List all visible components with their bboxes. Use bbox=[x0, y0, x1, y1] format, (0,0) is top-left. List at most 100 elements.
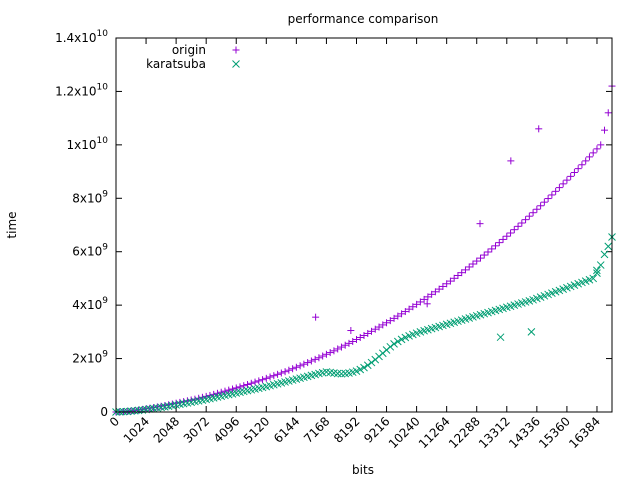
origin-point bbox=[559, 180, 567, 188]
origin-point bbox=[274, 370, 282, 378]
origin-point bbox=[537, 202, 545, 210]
x-tick-label: 6144 bbox=[271, 414, 302, 445]
origin-point bbox=[585, 153, 593, 161]
origin-point bbox=[465, 263, 473, 271]
origin-point bbox=[409, 303, 417, 311]
y-tick-mantissa: 1.4x10 bbox=[55, 31, 96, 45]
y-tick-label: 2x109 bbox=[72, 350, 108, 366]
karatsuba-point bbox=[386, 342, 395, 351]
origin-point bbox=[401, 308, 409, 316]
y-axis-ticks: 02x1094x1096x1098x1091x10101.2x10101.4x1… bbox=[55, 29, 612, 419]
origin-point bbox=[311, 355, 319, 363]
origin-point bbox=[424, 293, 432, 301]
origin-point bbox=[469, 260, 477, 268]
origin-point bbox=[488, 245, 496, 253]
x-tick-label: 3072 bbox=[181, 414, 212, 445]
origin-point bbox=[454, 271, 462, 279]
origin-point bbox=[244, 380, 252, 388]
origin-point bbox=[439, 282, 447, 290]
origin-point bbox=[304, 359, 312, 367]
origin-point bbox=[535, 125, 543, 133]
origin-point bbox=[292, 363, 300, 371]
y-tick-label: 0 bbox=[100, 405, 108, 419]
origin-point bbox=[285, 366, 293, 374]
origin-point bbox=[221, 387, 229, 395]
karatsuba-point bbox=[390, 340, 398, 348]
x-axis-ticks: 0102420483072409651206144716881929216102… bbox=[107, 38, 603, 451]
karatsuba-point bbox=[592, 266, 601, 275]
y-tick-exponent: 9 bbox=[102, 189, 108, 199]
x-tick-label: 14336 bbox=[506, 414, 543, 451]
origin-point bbox=[589, 149, 597, 157]
origin-point bbox=[499, 235, 507, 243]
origin-point bbox=[567, 172, 575, 180]
x-tick-label: 11264 bbox=[416, 414, 453, 451]
origin-point bbox=[312, 313, 320, 321]
origin-point bbox=[347, 327, 355, 335]
origin-point bbox=[510, 226, 518, 234]
karatsuba-point bbox=[356, 365, 365, 374]
origin-point bbox=[582, 157, 590, 165]
origin-point bbox=[352, 335, 360, 343]
origin-point bbox=[548, 191, 556, 199]
origin-point bbox=[322, 350, 330, 358]
legend-label: origin bbox=[172, 43, 206, 57]
origin-point bbox=[337, 343, 345, 351]
origin-point bbox=[255, 377, 263, 385]
origin-point bbox=[518, 219, 526, 227]
origin-point bbox=[522, 216, 530, 224]
origin-point bbox=[514, 222, 522, 230]
origin-point bbox=[597, 141, 605, 149]
origin-point bbox=[345, 339, 353, 347]
y-tick-label: 8x109 bbox=[72, 189, 108, 205]
y-tick-exponent: 9 bbox=[102, 350, 108, 360]
plot-frame bbox=[115, 37, 613, 413]
origin-point bbox=[604, 109, 612, 117]
origin-point bbox=[473, 257, 481, 265]
x-tick-label: 7168 bbox=[301, 414, 332, 445]
origin-point bbox=[334, 345, 342, 353]
origin-point bbox=[341, 341, 349, 349]
y-tick-exponent: 10 bbox=[97, 82, 109, 92]
karatsuba-point bbox=[363, 361, 372, 370]
y-tick-label: 4x109 bbox=[72, 296, 108, 312]
origin-point bbox=[394, 312, 402, 320]
karatsuba-point bbox=[393, 337, 402, 346]
origin-point bbox=[368, 327, 376, 335]
x-tick-label: 2048 bbox=[151, 414, 182, 445]
origin-point bbox=[405, 305, 413, 313]
origin-point bbox=[492, 242, 500, 250]
origin-point bbox=[236, 383, 244, 391]
karatsuba-point bbox=[589, 274, 598, 283]
origin-point bbox=[484, 248, 492, 256]
origin-point bbox=[259, 376, 267, 384]
y-tick-exponent: 10 bbox=[97, 136, 109, 146]
origin-point bbox=[228, 385, 236, 393]
y-tick-mantissa: 1x10 bbox=[67, 138, 97, 152]
origin-point bbox=[206, 391, 214, 399]
origin-point bbox=[251, 378, 259, 386]
origin-point bbox=[431, 288, 439, 296]
origin-point bbox=[360, 331, 368, 339]
origin-point bbox=[307, 357, 315, 365]
origin-point bbox=[210, 390, 218, 398]
x-tick-label: 15360 bbox=[536, 414, 573, 451]
origin-point bbox=[371, 325, 379, 333]
origin-point bbox=[593, 145, 601, 153]
karatsuba-point bbox=[596, 261, 605, 269]
origin-point bbox=[461, 266, 469, 274]
origin-point bbox=[480, 251, 488, 259]
origin-point bbox=[330, 347, 338, 355]
y-tick-label: 6x109 bbox=[72, 243, 108, 259]
origin-point bbox=[423, 300, 431, 308]
x-tick-label: 4096 bbox=[211, 414, 242, 445]
origin-point bbox=[349, 337, 357, 345]
y-tick-label: 1.2x1010 bbox=[55, 82, 108, 98]
origin-point bbox=[296, 362, 304, 370]
y-tick-mantissa: 4x10 bbox=[72, 298, 102, 312]
origin-point bbox=[578, 161, 586, 169]
karatsuba-point bbox=[527, 328, 536, 336]
karatsuba-point bbox=[496, 333, 505, 342]
origin-point bbox=[386, 317, 394, 325]
